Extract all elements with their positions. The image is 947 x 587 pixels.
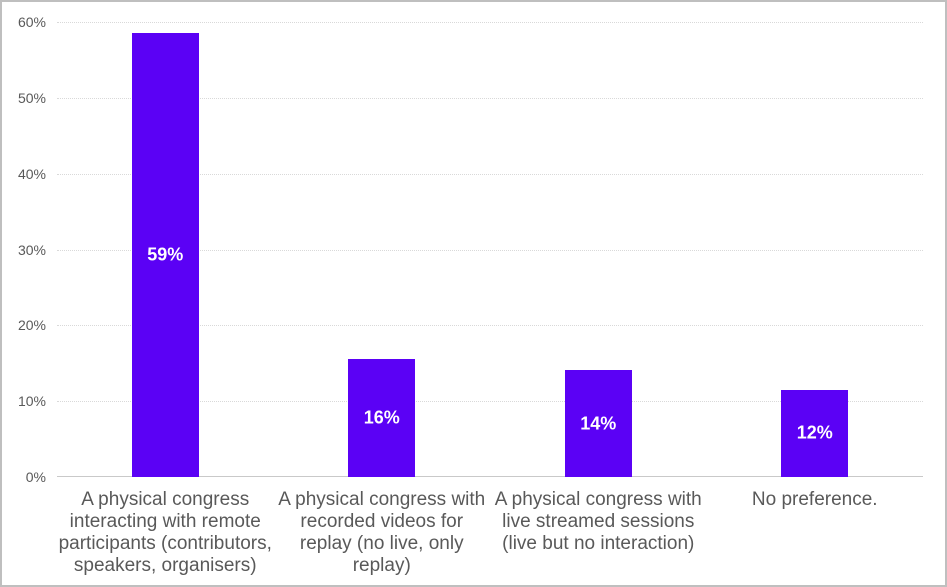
plot-area: 59% 16% 14% 12% [57, 22, 923, 477]
bar-value-label: 14% [580, 413, 617, 434]
gridline [57, 22, 923, 23]
gridline [57, 173, 923, 175]
category-label: No preference. [751, 489, 878, 510]
bar-slot: 16% [274, 22, 491, 477]
gridline [57, 97, 923, 99]
bar: 59% [131, 32, 199, 477]
y-axis-tick-label: 20% [17, 317, 46, 334]
x-axis-line [57, 476, 923, 477]
bar-slot: 59% [57, 22, 274, 477]
y-axis-tick-label: 0% [25, 469, 46, 485]
y-axis-tick-label: 50% [17, 89, 46, 106]
bar-value-label: 59% [147, 244, 184, 265]
category-label: A physical congress with recorded videos… [278, 489, 486, 576]
bar-series: 59% 16% 14% 12% [57, 22, 923, 477]
bar-value-label: 12% [796, 422, 833, 443]
bar: 16% [348, 358, 416, 477]
bar-slot: 12% [707, 22, 924, 477]
y-axis-tick-label: 30% [17, 241, 46, 258]
bar: 14% [564, 370, 632, 477]
category-label: A physical congress interacting with rem… [58, 489, 272, 576]
y-axis-tick-label: 60% [17, 14, 46, 30]
category-label: A physical congress with live streamed s… [494, 489, 702, 554]
gridline [57, 325, 923, 327]
bar-value-label: 16% [363, 407, 400, 428]
y-axis: 0% 10% 20% 30% 40% 50% 60% [2, 14, 46, 485]
gridline [57, 249, 923, 251]
bar: 12% [781, 389, 849, 477]
y-axis-tick-label: 40% [17, 165, 46, 182]
y-axis-tick-label: 10% [17, 393, 46, 410]
gridline [57, 401, 923, 403]
x-axis-labels: A physical congress interacting with rem… [57, 489, 923, 577]
bar-slot: 14% [490, 22, 707, 477]
